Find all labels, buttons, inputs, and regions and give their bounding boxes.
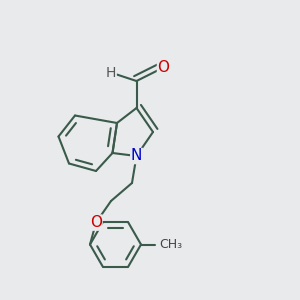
Text: N: N (131, 148, 142, 164)
Text: H: H (106, 66, 116, 80)
Text: O: O (90, 215, 102, 230)
Text: O: O (158, 60, 169, 75)
Text: CH₃: CH₃ (159, 238, 182, 251)
